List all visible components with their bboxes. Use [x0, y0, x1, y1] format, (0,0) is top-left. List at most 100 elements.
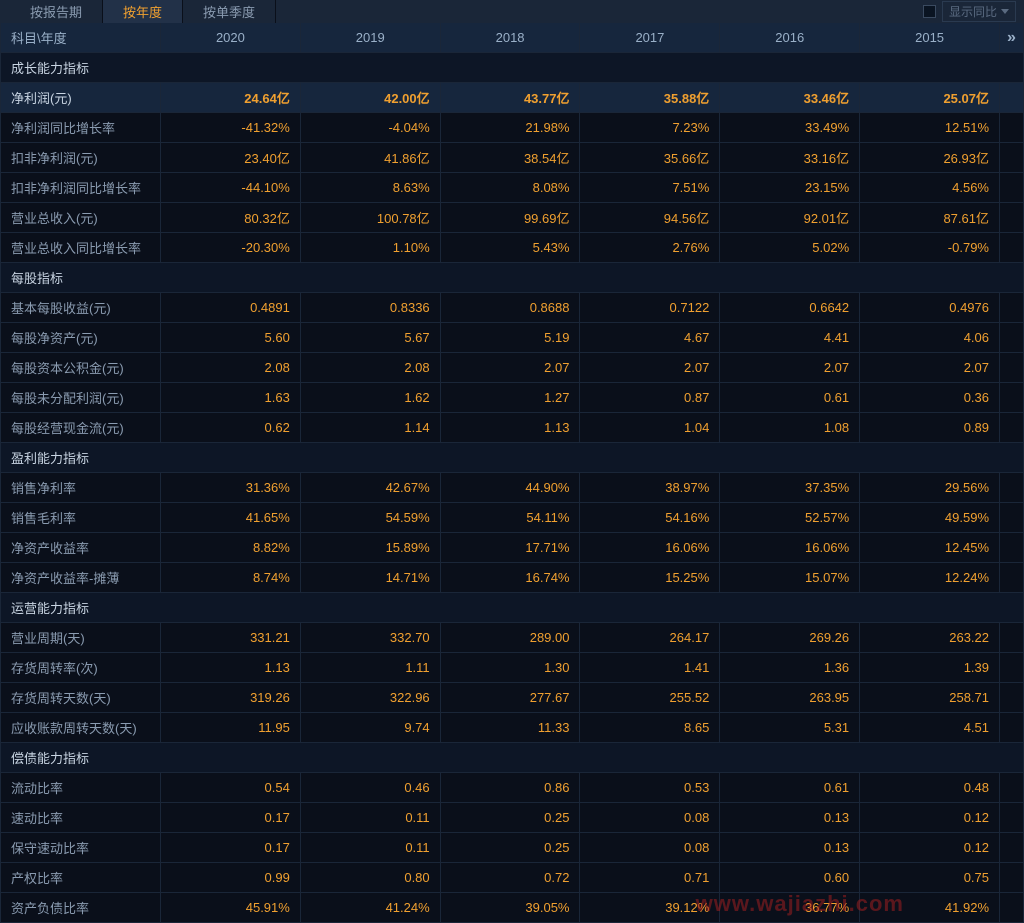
table-row: 保守速动比率0.170.110.250.080.130.12 — [1, 833, 1024, 863]
row-value: -20.30% — [161, 233, 301, 263]
row-value: 269.26 — [720, 623, 860, 653]
table-row: 净利润同比增长率-41.32%-4.04%21.98%7.23%33.49%12… — [1, 113, 1024, 143]
section-row: 偿债能力指标 — [1, 743, 1024, 773]
header-year[interactable]: 2018 — [440, 23, 580, 53]
row-value: 92.01亿 — [720, 203, 860, 233]
row-value: 0.25 — [440, 803, 580, 833]
row-value: 1.08 — [720, 413, 860, 443]
section-row: 运营能力指标 — [1, 593, 1024, 623]
scroll-right-icon[interactable]: » — [1000, 29, 1023, 47]
row-pad — [1000, 503, 1024, 533]
row-value: 0.46 — [300, 773, 440, 803]
row-value: 1.13 — [440, 413, 580, 443]
row-pad — [1000, 83, 1024, 113]
row-value: 17.71% — [440, 533, 580, 563]
row-value: 0.71 — [580, 863, 720, 893]
table-row: 每股未分配利润(元)1.631.621.270.870.610.36 — [1, 383, 1024, 413]
tab-1[interactable]: 按年度 — [103, 0, 183, 23]
row-label: 每股资本公积金(元) — [1, 353, 161, 383]
table-row: 存货周转率(次)1.131.111.301.411.361.39 — [1, 653, 1024, 683]
header-year[interactable]: 2019 — [300, 23, 440, 53]
table-row: 净资产收益率8.82%15.89%17.71%16.06%16.06%12.45… — [1, 533, 1024, 563]
row-value: 8.65 — [580, 713, 720, 743]
scroll-right-cell[interactable]: » — [1000, 23, 1024, 53]
row-value: 263.95 — [720, 683, 860, 713]
row-value: 1.36 — [720, 653, 860, 683]
row-value: 2.07 — [720, 353, 860, 383]
row-value: 1.63 — [161, 383, 301, 413]
row-value: 2.07 — [860, 353, 1000, 383]
row-label: 资产负债比率 — [1, 893, 161, 923]
row-pad — [1000, 173, 1024, 203]
row-value: 33.16亿 — [720, 143, 860, 173]
row-value: 11.95 — [161, 713, 301, 743]
row-value: 16.74% — [440, 563, 580, 593]
header-year[interactable]: 2020 — [161, 23, 301, 53]
table-row: 每股经营现金流(元)0.621.141.131.041.080.89 — [1, 413, 1024, 443]
row-value: 8.82% — [161, 533, 301, 563]
table-row: 营业总收入(元)80.32亿100.78亿99.69亿94.56亿92.01亿8… — [1, 203, 1024, 233]
section-row: 盈利能力指标 — [1, 443, 1024, 473]
row-label: 应收账款周转天数(天) — [1, 713, 161, 743]
row-value: 1.39 — [860, 653, 1000, 683]
row-value: 264.17 — [580, 623, 720, 653]
row-value: 38.54亿 — [440, 143, 580, 173]
table-row: 营业总收入同比增长率-20.30%1.10%5.43%2.76%5.02%-0.… — [1, 233, 1024, 263]
row-value: 0.54 — [161, 773, 301, 803]
row-value: 29.56% — [860, 473, 1000, 503]
row-value: 39.12% — [580, 893, 720, 923]
row-value: 54.16% — [580, 503, 720, 533]
row-pad — [1000, 773, 1024, 803]
header-year[interactable]: 2017 — [580, 23, 720, 53]
row-value: 23.40亿 — [161, 143, 301, 173]
row-value: 0.61 — [720, 383, 860, 413]
row-label: 净资产收益率-摊薄 — [1, 563, 161, 593]
section-row: 成长能力指标 — [1, 53, 1024, 83]
row-value: 12.51% — [860, 113, 1000, 143]
header-year[interactable]: 2016 — [720, 23, 860, 53]
table-row: 存货周转天数(天)319.26322.96277.67255.52263.952… — [1, 683, 1024, 713]
row-value: 24.64亿 — [161, 83, 301, 113]
financial-table: 科目\年度202020192018201720162015» 成长能力指标净利润… — [0, 22, 1024, 923]
tab-0[interactable]: 按报告期 — [10, 0, 103, 23]
row-value: 0.86 — [440, 773, 580, 803]
row-value: 12.45% — [860, 533, 1000, 563]
row-label: 销售毛利率 — [1, 503, 161, 533]
table-row: 扣非净利润(元)23.40亿41.86亿38.54亿35.66亿33.16亿26… — [1, 143, 1024, 173]
tab-2[interactable]: 按单季度 — [183, 0, 276, 23]
row-label: 速动比率 — [1, 803, 161, 833]
row-value: 42.67% — [300, 473, 440, 503]
row-value: 0.89 — [860, 413, 1000, 443]
table-row: 资产负债比率45.91%41.24%39.05%39.12%36.77%41.9… — [1, 893, 1024, 923]
row-value: 41.24% — [300, 893, 440, 923]
row-pad — [1000, 713, 1024, 743]
row-pad — [1000, 413, 1024, 443]
table-row: 扣非净利润同比增长率-44.10%8.63%8.08%7.51%23.15%4.… — [1, 173, 1024, 203]
row-value: 5.02% — [720, 233, 860, 263]
row-value: 35.88亿 — [580, 83, 720, 113]
row-pad — [1000, 803, 1024, 833]
row-value: 94.56亿 — [580, 203, 720, 233]
row-label: 流动比率 — [1, 773, 161, 803]
show-yoy-dropdown[interactable]: 显示同比 — [942, 1, 1016, 22]
show-yoy-checkbox[interactable] — [923, 5, 936, 18]
row-value: 5.31 — [720, 713, 860, 743]
row-value: 11.33 — [440, 713, 580, 743]
row-value: 5.60 — [161, 323, 301, 353]
row-value: 0.08 — [580, 833, 720, 863]
row-value: 38.97% — [580, 473, 720, 503]
row-label: 净利润同比增长率 — [1, 113, 161, 143]
row-value: 4.51 — [860, 713, 1000, 743]
row-value: 289.00 — [440, 623, 580, 653]
row-pad — [1000, 233, 1024, 263]
row-label: 营业总收入同比增长率 — [1, 233, 161, 263]
row-value: 0.11 — [300, 803, 440, 833]
row-label: 扣非净利润(元) — [1, 143, 161, 173]
row-pad — [1000, 293, 1024, 323]
row-value: 2.76% — [580, 233, 720, 263]
table-row: 净资产收益率-摊薄8.74%14.71%16.74%15.25%15.07%12… — [1, 563, 1024, 593]
row-value: 0.62 — [161, 413, 301, 443]
row-value: 1.13 — [161, 653, 301, 683]
header-year[interactable]: 2015 — [860, 23, 1000, 53]
row-pad — [1000, 533, 1024, 563]
